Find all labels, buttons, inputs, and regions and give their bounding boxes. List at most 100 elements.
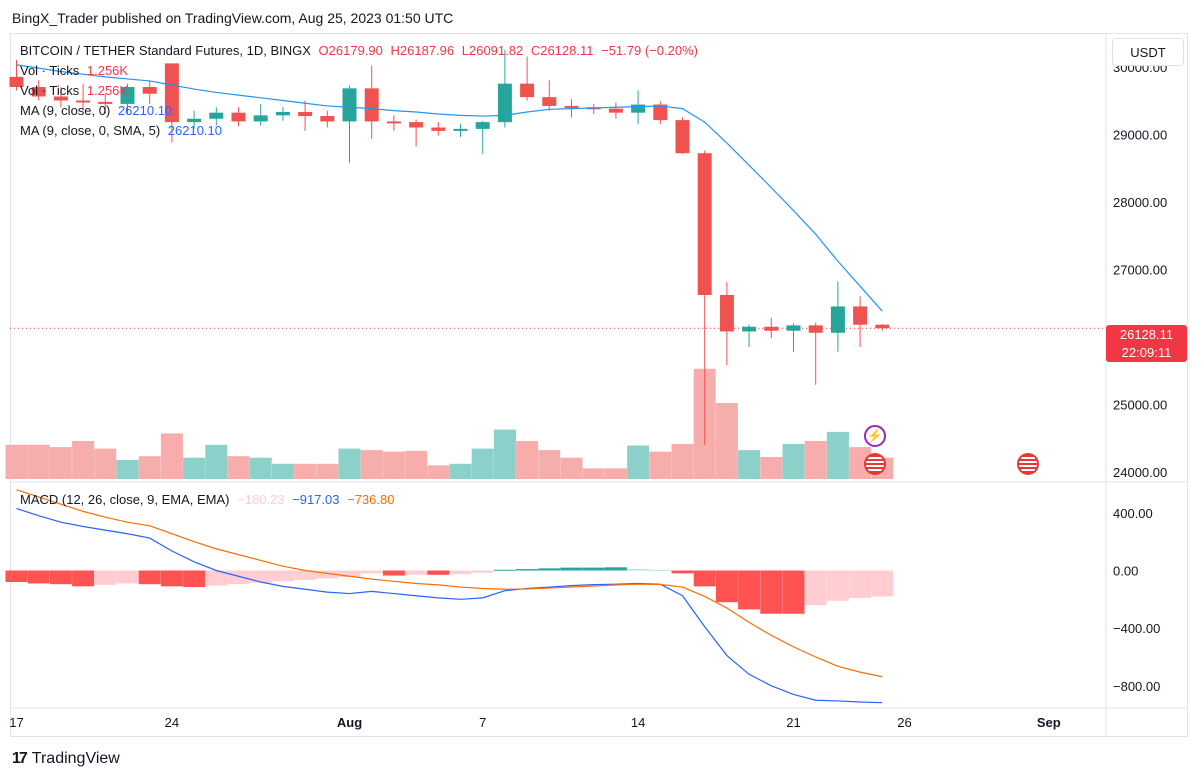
macd-histogram-bar <box>5 570 28 583</box>
axes: 30000.0029000.0028000.0027000.0025000.00… <box>9 33 1188 737</box>
macd-histogram-bar <box>116 570 139 584</box>
volume-bar <box>72 441 95 479</box>
candle-body <box>564 105 579 108</box>
candle-body <box>764 326 779 331</box>
macd-histogram-bar <box>382 570 405 576</box>
macd-histogram-bar <box>138 570 161 585</box>
macd-histogram-bar <box>205 570 228 586</box>
volume-bar <box>294 463 317 479</box>
macd-legend[interactable]: MACD (12, 26, close, 9, EMA, EMA) −180.2… <box>20 492 394 507</box>
candle-body <box>542 97 557 106</box>
candle-body <box>520 83 535 98</box>
time-tick-label: Aug <box>337 715 362 730</box>
volume-bar <box>715 403 738 479</box>
macd-histogram-bar <box>804 570 827 606</box>
volume-label: Vol · Ticks <box>20 63 80 78</box>
macd-histogram-bar <box>94 570 117 585</box>
volume-legend-1[interactable]: Vol · Ticks 1.256K <box>20 63 128 78</box>
price-tick-label: 25000.00 <box>1113 397 1167 412</box>
volume-bar <box>183 457 206 479</box>
chart-frame[interactable] <box>10 33 1188 737</box>
macd-histogram-bar <box>72 570 95 587</box>
time-tick-label: 7 <box>479 715 486 730</box>
open-value: O26179.90 <box>318 43 383 58</box>
candle-body <box>209 112 224 119</box>
lightning-event-icon[interactable]: ⚡ <box>864 425 886 447</box>
candle-body <box>675 120 690 154</box>
candle-body <box>9 76 24 88</box>
macd-histogram-bar <box>871 570 894 597</box>
volume-bar <box>471 448 494 479</box>
macd-histogram-bar <box>427 570 450 575</box>
volume-value: 1.256K <box>86 63 129 78</box>
time-tick-label: 24 <box>165 715 179 730</box>
candle-body <box>786 325 801 331</box>
candle-body <box>386 121 401 124</box>
candle-body <box>653 104 668 121</box>
candle-body <box>31 87 46 97</box>
macd-histogram-bar <box>449 570 472 575</box>
volume-value: 1.256K <box>86 83 129 98</box>
candle-body <box>853 306 868 325</box>
candlesticks <box>9 49 890 445</box>
candle-body <box>830 306 845 333</box>
volume-bar <box>427 465 450 479</box>
ma-legend-1[interactable]: MA (9, close, 0) 26210.10 <box>20 103 172 118</box>
time-tick-label: 21 <box>786 715 800 730</box>
macd-histogram-bar <box>693 570 716 587</box>
candle-body <box>164 63 179 123</box>
volume-bar <box>538 450 561 479</box>
volume-bar <box>160 433 183 479</box>
macd-histogram-bar <box>360 570 383 574</box>
volume-bar <box>227 456 250 479</box>
symbol-title: BITCOIN / TETHER Standard Futures, 1D, B… <box>20 43 311 58</box>
time-tick-label: Sep <box>1037 715 1061 730</box>
volume-bar <box>27 444 50 479</box>
macd-histogram-bar <box>627 569 650 571</box>
candle-body <box>808 325 823 333</box>
macd-histogram-bar <box>271 570 294 582</box>
macd-histogram-bar <box>493 569 516 571</box>
brand-name: TradingView <box>31 750 120 767</box>
volume-bar <box>649 451 672 479</box>
currency-button[interactable]: USDT <box>1112 38 1184 66</box>
price-tick-label: 28000.00 <box>1113 195 1167 210</box>
macd-histogram-bar <box>649 569 672 571</box>
volume-legend-2[interactable]: Vol · Ticks 1.256K <box>20 83 128 98</box>
candle-body <box>475 122 490 129</box>
candle-body <box>320 116 335 122</box>
macd-histogram-bar <box>27 570 50 584</box>
candle-body <box>253 115 268 122</box>
macd-histogram-bar <box>604 567 627 571</box>
volume-bar <box>516 441 539 479</box>
volume-bar <box>382 451 405 479</box>
volume-label: Vol · Ticks <box>20 83 80 98</box>
macd-histogram-bar <box>715 570 738 603</box>
volume-bar <box>316 463 339 479</box>
ma-legend-2[interactable]: MA (9, close, 0, SMA, 5) 26210.10 <box>20 123 222 138</box>
macd-histogram-bar <box>849 570 872 598</box>
ma-label: MA (9, close, 0, SMA, 5) <box>20 123 161 138</box>
candle-body <box>608 108 623 113</box>
ma-line <box>16 64 883 312</box>
candle-body <box>453 128 468 131</box>
macd-histogram-bar <box>782 570 805 614</box>
candle-body <box>231 112 246 122</box>
macd-histogram-bar <box>516 569 539 571</box>
last-price-tag: 26128.11 22:09:11 <box>1106 325 1187 362</box>
tradingview-mark-icon: 17 <box>12 750 28 767</box>
macd-tick-label: −400.00 <box>1113 621 1160 636</box>
ma-value: 26210.10 <box>167 123 223 138</box>
volume-bar <box>560 457 583 479</box>
tradingview-logo[interactable]: 17 TradingView <box>12 750 120 768</box>
us-flag-event-icon[interactable] <box>1017 453 1039 475</box>
us-flag-event-icon[interactable] <box>864 453 886 475</box>
volume-bar <box>360 450 383 479</box>
candle-body <box>120 87 135 104</box>
macd-label: MACD (12, 26, close, 9, EMA, EMA) <box>20 492 230 507</box>
time-tick-label: 26 <box>897 715 911 730</box>
volume-bar <box>405 450 428 479</box>
volume-bar <box>604 468 627 479</box>
volume-bar <box>804 441 827 479</box>
